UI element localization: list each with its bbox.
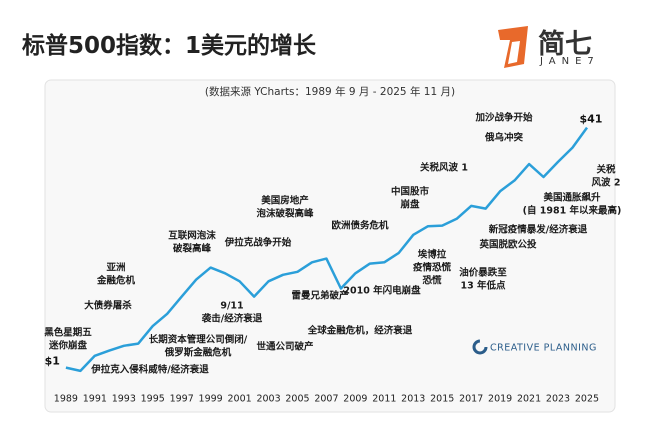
x-tick-label: 2005 (285, 394, 309, 405)
annotation: 雷曼兄弟破产 (291, 290, 349, 302)
x-tick-label: 2001 (227, 394, 251, 405)
annotation: 9/11 (220, 301, 243, 312)
x-tick-label: 1999 (199, 394, 223, 405)
annotation: 世通公司破产 (256, 341, 314, 353)
x-tick-label: 1993 (112, 394, 136, 405)
annotation: 黑色星期五 (44, 327, 92, 339)
annotation: 迷你崩盘 (48, 340, 88, 352)
x-tick-label: 2025 (575, 394, 599, 405)
annotation: 疫情恐慌 (413, 262, 452, 274)
x-tick-label: 1989 (54, 394, 78, 405)
line-series (65, 126, 589, 373)
x-tick-label: 1995 (141, 394, 165, 405)
annotation: 13 年低点 (460, 280, 506, 292)
annotation: 全球金融危机，经济衰退 (307, 325, 413, 337)
annotation: 关税风波 1 (420, 162, 468, 174)
annotation: 油价暴跌至 (459, 267, 507, 279)
annotation: 埃博拉 (418, 249, 447, 261)
x-tick-label: 1991 (83, 394, 107, 405)
annotation: (自 1981 年以来最高) (523, 205, 622, 217)
brand-icon (472, 339, 488, 355)
value-label: $41 (579, 113, 602, 126)
annotation: 美国房地产 (260, 195, 309, 207)
logo: 简七 JANE7 (494, 22, 644, 72)
x-tick-label: 1997 (170, 394, 194, 405)
logo-icon (498, 26, 528, 68)
annotation: 中国股市 (391, 186, 430, 198)
annotation: 长期资本管理公司倒闭/ (149, 334, 248, 346)
x-tick-label: 2007 (314, 394, 338, 405)
logo-subtext: JANE7 (540, 56, 600, 67)
annotation: 关税 (596, 164, 616, 176)
annotation: 俄乌冲突 (484, 132, 524, 144)
x-tick-label: 2023 (546, 394, 570, 405)
annotation: 伊拉克战争开始 (224, 237, 292, 249)
annotation: 泡沫破裂高峰 (256, 208, 314, 220)
chart-frame (44, 79, 616, 413)
annotation: 加沙战争开始 (474, 112, 533, 124)
x-tick-label: 2015 (430, 394, 454, 405)
annotation: 欧洲债务危机 (331, 220, 389, 232)
annotation: 风波 2 (592, 177, 621, 189)
annotation: 亚洲 (106, 263, 125, 274)
annotation: 破裂高峰 (173, 243, 212, 255)
x-tick-label: 2013 (401, 394, 425, 405)
annotation: 金融危机 (96, 275, 136, 287)
annotation: 美国通胀飙升 (542, 192, 601, 204)
x-tick-label: 2003 (256, 394, 280, 405)
x-tick-label: 2009 (343, 394, 367, 405)
annotation: 崩盘 (400, 199, 420, 211)
logo-text: 简七 (538, 29, 592, 60)
annotation: 恐慌 (422, 275, 442, 287)
annotation: 大债券屠杀 (84, 300, 132, 312)
page-title: 标普500指数：1美元的增长 (22, 33, 317, 59)
brand: CREATIVE PLANNING (472, 339, 597, 355)
annotation: 俄罗斯金融危机 (164, 347, 232, 359)
value-label: $1 (45, 355, 60, 368)
annotation: 互联网泡沫 (168, 230, 216, 242)
annotation: 新冠疫情暴发/经济衰退 (489, 224, 588, 236)
annotation: 袭击/经济衰退 (201, 313, 263, 325)
annotation: 英国脱欧公投 (479, 239, 537, 251)
annotation: 2010 年闪电崩盘 (343, 285, 421, 297)
brand-text: CREATIVE PLANNING (490, 343, 597, 354)
annotation: 伊拉克入侵科威特/经济衰退 (90, 364, 209, 376)
x-tick-label: 2011 (372, 394, 396, 405)
chart-subtitle: (数据来源 YCharts：1989 年 9 月 - 2025 年 11 月) (205, 85, 455, 98)
x-tick-label: 2019 (488, 394, 512, 405)
x-tick-label: 2017 (459, 394, 483, 405)
x-tick-label: 2021 (517, 394, 541, 405)
